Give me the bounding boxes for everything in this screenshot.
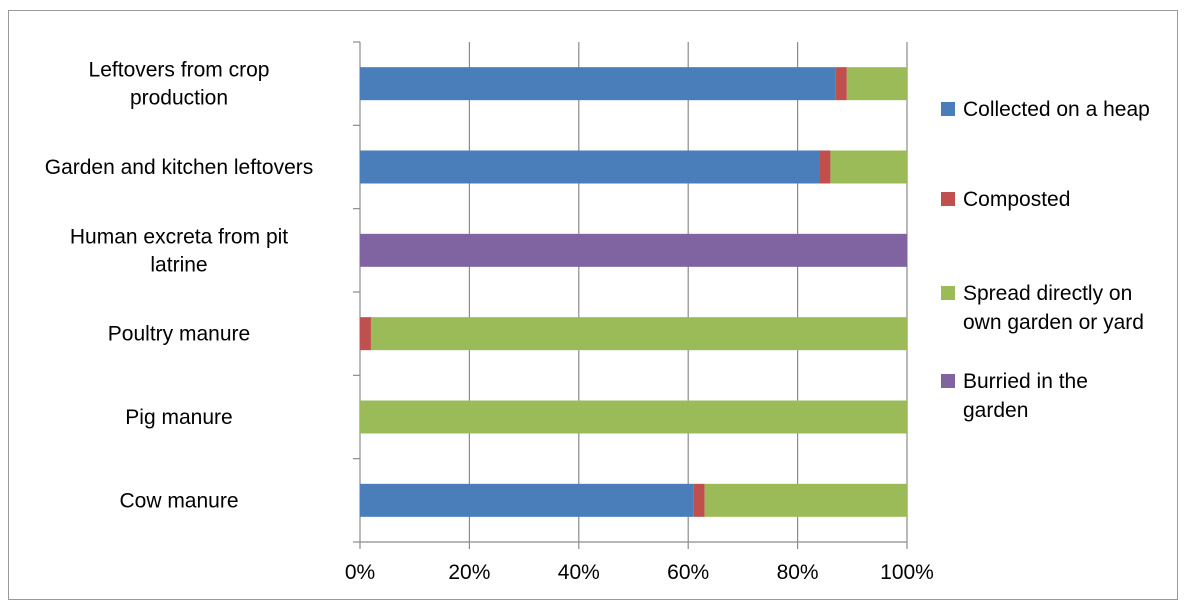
bar-segment	[704, 483, 907, 517]
legend-swatch	[941, 286, 955, 300]
x-tick-label: 60%	[667, 561, 709, 584]
legend-label: Composted	[963, 188, 1070, 211]
stacked-bar-chart: 0% 20% 40% 60% 80% 100% Leftovers from crop pro…	[45, 41, 1150, 584]
category-label: latrine	[150, 253, 207, 276]
bar-segment	[819, 150, 831, 184]
bar-segment	[360, 67, 836, 101]
category-label: Pig manure	[125, 406, 232, 429]
category-label: Human excreta from pit	[70, 225, 288, 248]
legend-swatch	[941, 374, 955, 388]
legend-label: garden	[963, 399, 1028, 422]
x-tick-label: 0%	[345, 561, 375, 584]
bar-segment	[360, 483, 694, 517]
legend-label: Collected on a heap	[963, 98, 1150, 121]
legend-label: Burried in the	[963, 370, 1088, 393]
x-tick-label: 40%	[558, 561, 600, 584]
category-label: Garden and kitchen leftovers	[45, 156, 314, 179]
bar-segment	[360, 400, 907, 434]
bar-segment	[830, 150, 907, 184]
x-tick-label: 80%	[777, 561, 819, 584]
category-label: Poultry manure	[108, 323, 250, 346]
x-tick-label: 100%	[880, 561, 934, 584]
chart-frame: 0% 20% 40% 60% 80% 100% Leftovers from crop pro…	[8, 10, 1178, 600]
legend-swatch	[941, 192, 955, 206]
legend-label: own garden or yard	[963, 311, 1144, 334]
bar-segment	[370, 317, 907, 351]
x-tick-label: 20%	[448, 561, 490, 584]
legend-swatch	[941, 102, 955, 116]
category-label: production	[130, 87, 228, 110]
legend-label: Spread directly on	[963, 282, 1132, 305]
bar-segment	[846, 67, 907, 101]
bar-segment	[360, 317, 371, 351]
category-label: Leftovers from crop	[89, 59, 270, 82]
bar-segment	[360, 233, 907, 267]
bar-segment	[360, 150, 820, 184]
category-label: Cow manure	[119, 489, 238, 512]
bar-segment	[835, 67, 847, 101]
bar-segment	[693, 483, 705, 517]
